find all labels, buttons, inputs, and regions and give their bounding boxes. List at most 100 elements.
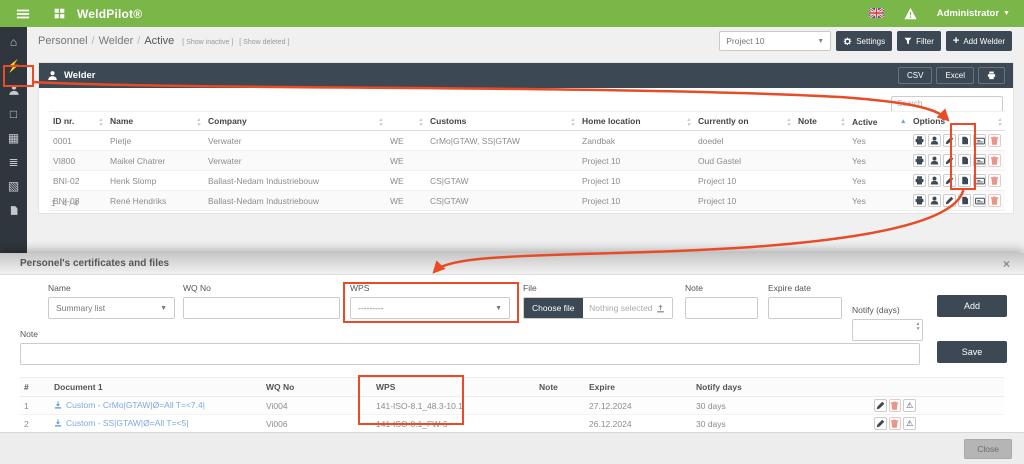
col-home-location[interactable]: Home location ▴ ▾: [578, 111, 694, 131]
print-button[interactable]: [978, 67, 1005, 84]
sort-icon: ▴ ▾: [998, 117, 1001, 128]
sidebar-item-personnel[interactable]: [0, 78, 27, 102]
profile-button[interactable]: [928, 154, 941, 167]
certificates-button[interactable]: [958, 174, 971, 187]
sidebar-item-lists[interactable]: ≣: [8, 155, 19, 169]
col-name[interactable]: Name ▴ ▾: [106, 111, 204, 131]
wps-label: WPS: [350, 283, 370, 293]
welder-name-link[interactable]: René Hendriks: [106, 190, 204, 211]
breadcrumb-personnel[interactable]: Personnel: [38, 35, 88, 47]
table-row[interactable]: VI800 Maikel Chatrer Verwater WE Project…: [49, 150, 1005, 171]
alert-document-button[interactable]: ⚠: [903, 417, 916, 430]
doc-notify: 30 days: [692, 396, 870, 415]
card-button[interactable]: [973, 174, 986, 187]
delete-button[interactable]: [988, 174, 1001, 187]
edit-button[interactable]: [943, 194, 956, 207]
wps-select[interactable]: --------- ▼: [350, 297, 510, 319]
col-note[interactable]: Note ▴ ▾: [794, 111, 848, 131]
delete-button[interactable]: [988, 154, 1001, 167]
col-customs[interactable]: Customs ▴ ▾: [426, 111, 578, 131]
close-icon[interactable]: ×: [1002, 256, 1010, 271]
show-inactive-link[interactable]: [ Show inactive ]: [182, 39, 234, 46]
certificates-button[interactable]: [958, 194, 971, 207]
export-excel-button[interactable]: Excel: [936, 67, 974, 84]
notify-days-stepper[interactable]: [852, 319, 923, 341]
show-deleted-link[interactable]: [ Show deleted ]: [239, 39, 290, 46]
delete-document-button[interactable]: [888, 399, 902, 412]
project-select[interactable]: Project 10 ▼: [719, 31, 832, 51]
delete-button[interactable]: [988, 194, 1001, 207]
export-csv-button[interactable]: CSV: [897, 67, 933, 84]
cell-we: WE: [386, 170, 426, 191]
sidebar-item-actions[interactable]: ⚡: [6, 59, 21, 73]
print-row-button[interactable]: [913, 194, 926, 207]
choose-file-button[interactable]: Choose file: [524, 298, 583, 318]
sidebar-item-home[interactable]: ⌂: [9, 35, 18, 49]
table-row[interactable]: 0001 Pietje Verwater WE CrMo|GTAW, SS|GT…: [49, 130, 1005, 151]
col-active[interactable]: Active ▴: [848, 111, 909, 131]
cell-current: Project 10: [694, 170, 794, 191]
table-row[interactable]: BNI-08 René Hendriks Ballast-Nedam Indus…: [49, 190, 1005, 211]
search-input[interactable]: [891, 95, 1003, 112]
col-id[interactable]: ID nr. ▴ ▾: [49, 111, 106, 131]
profile-button[interactable]: [928, 134, 941, 147]
add-button[interactable]: Add: [937, 295, 1007, 317]
add-welder-button[interactable]: + Add Welder: [945, 31, 1012, 51]
user-menu[interactable]: Administrator ▼: [937, 8, 1010, 19]
name-select[interactable]: Summary list ▼: [48, 297, 175, 319]
certificates-button[interactable]: [958, 134, 971, 147]
certificates-button[interactable]: [958, 154, 971, 167]
card-button[interactable]: [973, 194, 986, 207]
filter-button[interactable]: Filter: [897, 31, 941, 51]
sidebar-item-documents[interactable]: [0, 198, 27, 222]
document-download-link[interactable]: Custom - SS|GTAW|Ø=All T=<5|: [54, 418, 188, 428]
profile-button[interactable]: [928, 194, 941, 207]
profile-button[interactable]: [928, 174, 941, 187]
hamburger-menu-icon[interactable]: [0, 7, 46, 21]
note-input[interactable]: [685, 297, 758, 319]
alert-document-button[interactable]: ⚠: [903, 399, 916, 412]
edit-button[interactable]: [943, 154, 956, 167]
welder-name-link[interactable]: Maikel Chatrer: [106, 150, 204, 171]
stepper-arrows-icon[interactable]: ▴ ▾: [916, 321, 919, 332]
col-company[interactable]: Company ▴ ▾: [204, 111, 386, 131]
file-status: Nothing selected: [589, 303, 653, 313]
alert-warning-icon[interactable]: [904, 7, 917, 20]
welder-name-link[interactable]: Pietje: [106, 130, 204, 151]
sidebar-item-tools[interactable]: [0, 222, 27, 246]
apps-grid-icon[interactable]: [54, 8, 65, 19]
card-button[interactable]: [973, 134, 986, 147]
note-textarea[interactable]: [20, 343, 920, 365]
sidebar-item-library[interactable]: ▦: [7, 131, 20, 145]
col-we[interactable]: ▴ ▾: [386, 111, 426, 131]
col-currently-on[interactable]: Currently on ▴ ▾: [694, 111, 794, 131]
chevron-down-icon: ▼: [495, 304, 502, 312]
print-row-button[interactable]: [913, 154, 926, 167]
breadcrumb-welder[interactable]: Welder: [98, 35, 134, 47]
welder-name-link[interactable]: Henk Slomp: [106, 170, 204, 191]
pencil-icon: [945, 196, 954, 205]
sidebar-item-reports[interactable]: ▧: [7, 179, 20, 193]
edit-document-button[interactable]: [873, 417, 887, 430]
sort-icon: ▴ ▾: [787, 117, 790, 128]
delete-document-button[interactable]: [888, 417, 902, 430]
delete-button[interactable]: [988, 134, 1001, 147]
edit-button[interactable]: [943, 174, 956, 187]
settings-button[interactable]: Settings: [836, 31, 893, 51]
chevron-down-icon: ▼: [160, 304, 167, 312]
expire-date-input[interactable]: [768, 297, 842, 319]
cell-we: WE: [386, 150, 426, 171]
edit-document-button[interactable]: [873, 399, 887, 412]
table-row[interactable]: BNI-02 Henk Slomp Ballast-Nedam Industri…: [49, 170, 1005, 191]
save-button[interactable]: Save: [937, 341, 1007, 363]
print-row-button[interactable]: [913, 174, 926, 187]
person-icon: [47, 70, 58, 81]
print-row-button[interactable]: [913, 134, 926, 147]
card-button[interactable]: [973, 154, 986, 167]
sidebar-item-projects[interactable]: □: [9, 107, 18, 121]
close-button[interactable]: Close: [964, 439, 1012, 459]
wq-no-input[interactable]: [183, 297, 340, 319]
document-download-link[interactable]: Custom - CrMo|GTAW|Ø=All T=<7.4|: [54, 400, 205, 410]
language-flag-icon[interactable]: [869, 8, 884, 19]
edit-button[interactable]: [943, 134, 956, 147]
